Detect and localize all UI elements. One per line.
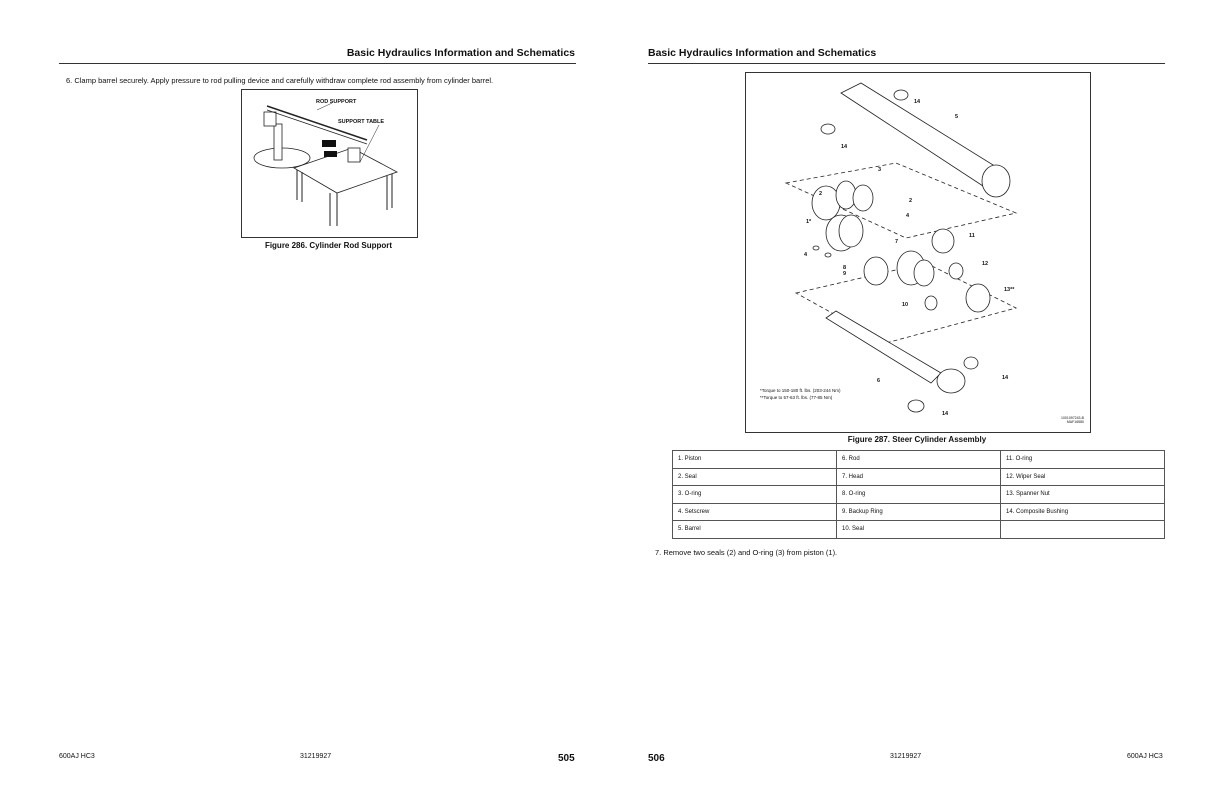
callout-14: 14	[914, 99, 921, 105]
steer-cylinder-drawing	[784, 82, 1018, 413]
table-cell: 14. Composite Bushing	[1000, 502, 1165, 521]
callout-4: 4	[906, 213, 910, 219]
table-cell: 11. O-ring	[1000, 450, 1165, 469]
table-row: 4. Setscrew 9. Backup Ring 14. Composite B…	[672, 502, 1165, 521]
table-cell: 9. Backup Ring	[836, 502, 1001, 521]
figure-code-1: 1001097243-B	[1061, 416, 1084, 420]
callout-3: 3	[878, 167, 882, 173]
callout-rod-support: ROD SUPPORT	[316, 99, 357, 105]
callout-11: 11	[969, 233, 975, 239]
callout-9: 9	[843, 271, 847, 277]
callout-8: 8	[843, 265, 847, 271]
callout-1: 1*	[806, 219, 812, 225]
table-row: 3. O-ring 8. O-ring 13. Spanner Nut	[672, 485, 1165, 504]
torque-note-1: *Torque to 150-180 ft. lbs. (203-244 Nm)	[760, 388, 841, 393]
right-step-7: 7. Remove two seals (2) and O-ring (3) f…	[655, 548, 838, 557]
right-footer-model: 600AJ HC3	[1127, 753, 1163, 760]
right-header: Basic Hydraulics Information and Schemat…	[648, 47, 877, 59]
table-cell: 13. Spanner Nut	[1000, 485, 1165, 504]
table-cell: 5. Barrel	[672, 520, 837, 539]
table-row: 1. Piston 6. Rod 11. O-ring	[672, 450, 1165, 469]
rod-support-drawing	[253, 102, 398, 226]
figure-287-image: 14 5 14 3 2 2 4 1* 11 7 4 12 8 9 13** 10…	[745, 72, 1091, 433]
left-header-rule	[59, 63, 576, 64]
callout-5: 5	[955, 114, 959, 120]
callout-13: 13**	[1004, 287, 1015, 293]
table-row: 5. Barrel 10. Seal	[672, 520, 1165, 539]
table-row: 2. Seal 7. Head 12. Wiper Seal	[672, 467, 1165, 486]
left-page-number: 505	[558, 753, 575, 764]
figure-code: 1001097243-B MAF16580	[1061, 416, 1084, 424]
table-cell: 10. Seal	[836, 520, 1001, 539]
figure-287-caption: Figure 287. Steer Cylinder Assembly	[847, 435, 987, 444]
table-cell: 12. Wiper Seal	[1000, 467, 1165, 486]
callout-4: 4	[804, 252, 808, 258]
callout-10: 10	[902, 302, 909, 308]
table-cell: 6. Rod	[836, 450, 1001, 469]
callout-support-table: SUPPORT TABLE	[338, 119, 385, 125]
right-page-number: 506	[648, 753, 665, 764]
table-cell	[1000, 520, 1165, 539]
callout-14: 14	[942, 411, 949, 417]
table-cell: 3. O-ring	[672, 485, 837, 504]
figure-286-caption: Figure 286. Cylinder Rod Support	[264, 241, 393, 250]
callout-7: 7	[895, 239, 899, 245]
table-cell: 4. Setscrew	[672, 502, 837, 521]
figure-286-image: ROD SUPPORT SUPPORT TABLE	[241, 89, 418, 238]
left-header: Basic Hydraulics Information and Schemat…	[346, 47, 575, 59]
callout-2: 2	[909, 198, 913, 204]
callout-12: 12	[982, 261, 989, 267]
table-cell: 2. Seal	[672, 467, 837, 486]
callout-14: 14	[841, 144, 848, 150]
table-cell: 8. O-ring	[836, 485, 1001, 504]
table-cell: 1. Piston	[672, 450, 837, 469]
callout-14: 14	[1002, 375, 1009, 381]
right-header-rule	[648, 63, 1165, 64]
figure-code-2: MAF16580	[1066, 420, 1084, 424]
left-footer-model: 600AJ HC3	[59, 753, 95, 760]
right-footer-doc: 31219927	[890, 753, 922, 760]
left-footer-doc: 31219927	[300, 753, 332, 760]
callout-2: 2	[819, 191, 823, 197]
torque-note-2: **Torque to 57-63 ft. lbs. (77-85 Nm)	[760, 395, 833, 400]
parts-table: 1. Piston 6. Rod 11. O-ring 2. Seal 7. Head 1…	[672, 450, 1165, 539]
table-cell: 7. Head	[836, 467, 1001, 486]
left-step-6: 6. Clamp barrel securely. Apply pressure…	[66, 76, 494, 85]
callout-6: 6	[877, 378, 881, 384]
